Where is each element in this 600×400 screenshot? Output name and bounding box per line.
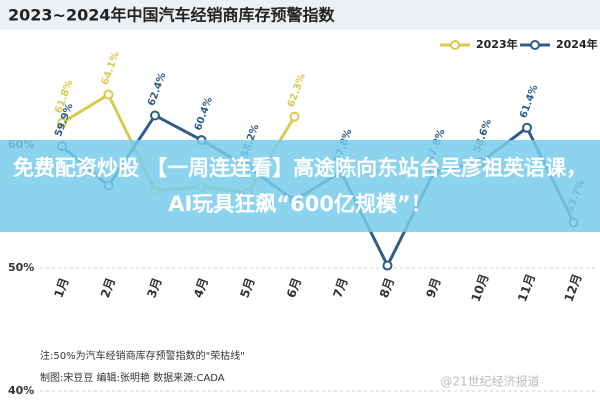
legend-label: 2024年 — [556, 37, 598, 51]
x-tick-label: 7月 — [330, 276, 350, 300]
data-point — [57, 117, 67, 128]
x-tick-label: 3月 — [144, 276, 164, 300]
x-tick-label: 1月 — [51, 276, 71, 300]
value-label: 64.1% — [100, 50, 122, 86]
value-label: 62.4% — [146, 71, 168, 107]
x-tick-label: 9月 — [423, 276, 443, 300]
y-tick-label: 40% — [8, 384, 34, 397]
data-point — [522, 122, 532, 133]
x-tick-label: 12月 — [562, 272, 585, 304]
legend-label: 2023年 — [476, 37, 518, 51]
data-point — [289, 111, 300, 122]
x-tick-label: 6月 — [284, 276, 304, 300]
x-tick-label: 5月 — [237, 276, 257, 300]
x-tick-label: 2月 — [98, 276, 118, 300]
legend-marker — [450, 40, 460, 50]
x-tick-label: 4月 — [191, 276, 211, 300]
watermark: @21世纪经济报道 — [440, 374, 539, 389]
data-point — [103, 89, 114, 100]
data-point — [150, 110, 160, 121]
note: 注:50%为汽车经销商库存预警指数的"荣枯线" — [40, 349, 245, 362]
title-bar — [0, 0, 600, 30]
legend-marker — [530, 40, 540, 50]
value-label: 62.3% — [286, 72, 308, 108]
note: 制图:宋豆豆 编辑:张明艳 数据来源:CADA — [40, 371, 225, 384]
x-tick-label: 11月 — [515, 272, 538, 304]
x-tick-label: 10月 — [469, 272, 492, 304]
data-point — [382, 260, 393, 271]
y-tick-label: 50% — [8, 261, 34, 274]
x-tick-label: 8月 — [377, 276, 397, 300]
value-label: 61.4% — [518, 83, 540, 119]
value-label: 60.4% — [193, 96, 215, 132]
chart-title: 2023~2024年中国汽车经销商库存预警指数 — [8, 6, 335, 25]
banner: 免费配资炒股 【一周连连看】高途陈向东站台吴彦祖英语课，AI玩具狂飙“600亿规… — [0, 140, 600, 232]
